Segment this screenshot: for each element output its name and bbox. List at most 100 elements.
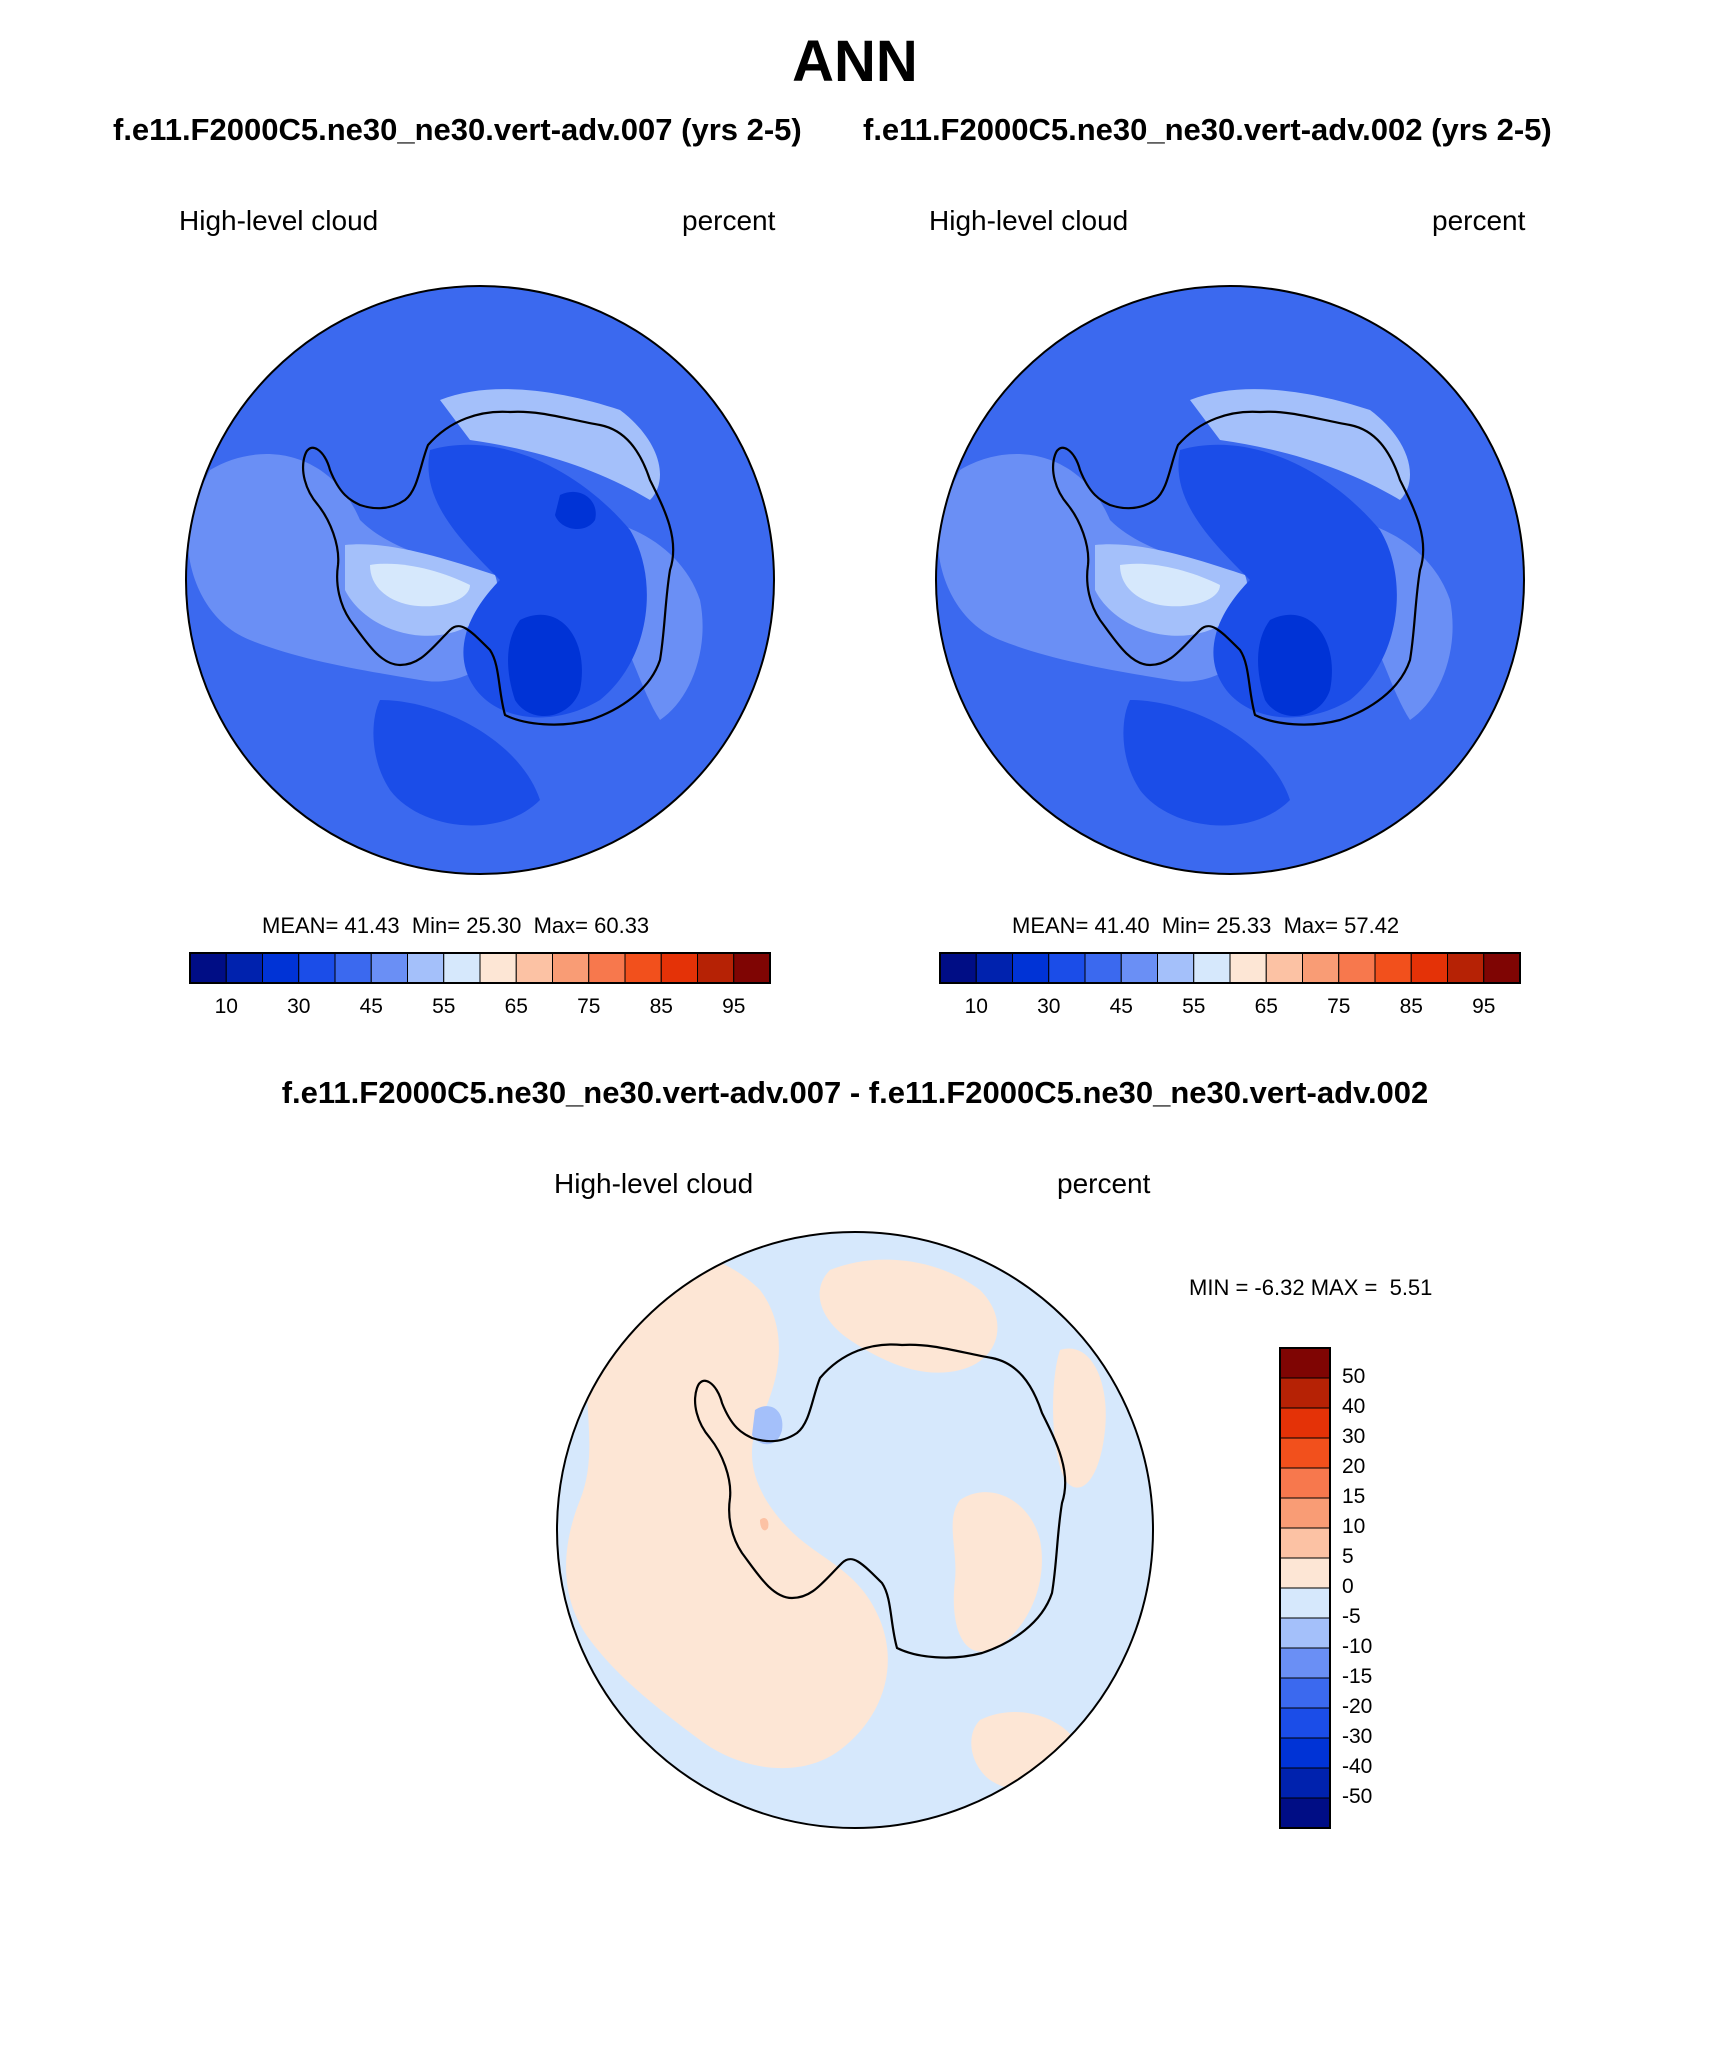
case1-colorbar-box: [660, 952, 698, 984]
case2-colorbar-box: [1447, 952, 1485, 984]
diff-title: f.e11.F2000C5.ne30_ne30.vert-adv.007 - f…: [281, 1075, 1429, 1110]
diff-colorbar-box: [1279, 1377, 1331, 1409]
diff-max-value: 5.51: [1389, 1275, 1433, 1300]
case1-title: f.e11.F2000C5.ne30_ne30.vert-adv.007 (yr…: [113, 112, 802, 147]
case1-colorbar-tick-label: 30: [287, 995, 311, 1018]
case2-max-value: 57.42: [1344, 913, 1400, 938]
case1-colorbar-box: [552, 952, 590, 984]
diff-colorbar: [1279, 1347, 1331, 1829]
case2-colorbar-box: [1338, 952, 1376, 984]
diff-colorbar-tick-label: -50: [1342, 1785, 1373, 1808]
case1-map-fill: [186, 286, 774, 874]
case1-mean-value: 41.43: [344, 913, 400, 938]
diff-colorbar-box: [1279, 1437, 1331, 1469]
diff-coastline: [693, 1343, 1067, 1659]
case2-title: f.e11.F2000C5.ne30_ne30.vert-adv.002 (yr…: [863, 112, 1552, 147]
case1-mean-label: MEAN=: [262, 913, 339, 938]
diff-colorbar-box: [1279, 1617, 1331, 1649]
case1-colorbar-tick-label: 45: [359, 995, 383, 1018]
case2-colorbar-box: [1302, 952, 1340, 984]
diff-colorbar-tick-label: -20: [1342, 1695, 1373, 1718]
diff-colorbar-tick-label: 40: [1342, 1395, 1366, 1418]
case2-colorbar-box: [1012, 952, 1050, 984]
diff-variable-label: High-level cloud: [554, 1168, 754, 1199]
diff-colorbar-tick-label: -15: [1342, 1665, 1373, 1688]
case2-max-label: Max=: [1283, 913, 1338, 938]
diff-colorbar-box: [1279, 1587, 1331, 1619]
case1-colorbar: [189, 952, 771, 984]
case2-colorbar-box: [1048, 952, 1086, 984]
diff-units-label: percent: [1057, 1168, 1151, 1199]
diff-colorbar-tick-label: -10: [1342, 1635, 1373, 1658]
diff-colorbar-tick-label: 0: [1342, 1575, 1354, 1598]
case2-variable-label: High-level cloud: [929, 205, 1129, 236]
diff-colorbar-box: [1279, 1557, 1331, 1589]
case1-colorbar-box: [443, 952, 481, 984]
case2-colorbar-box: [1084, 952, 1122, 984]
case1-colorbar-tick-label: 95: [722, 995, 746, 1018]
case1-colorbar-tick-label: 65: [504, 995, 528, 1018]
case1-variable-label: High-level cloud: [179, 205, 379, 236]
case1-colorbar-box: [262, 952, 300, 984]
case2-coastline: [1051, 410, 1425, 726]
case2-colorbar-tick-label: 55: [1182, 995, 1206, 1018]
case2-min-value: 25.33: [1216, 913, 1272, 938]
case2-colorbar-box: [1229, 952, 1267, 984]
case1-colorbar-tick-label: 85: [649, 995, 673, 1018]
case2-colorbar-box: [1265, 952, 1303, 984]
case1-colorbar-box: [588, 952, 626, 984]
case2-map-fill: [936, 286, 1524, 874]
case2-stats: MEAN= 41.40 Min= 25.33 Max= 57.42: [1012, 913, 1399, 939]
diff-colorbar-tick-label: -40: [1342, 1755, 1373, 1778]
diff-colorbar-tick-label: 15: [1342, 1485, 1366, 1508]
case2-colorbar-box: [1483, 952, 1521, 984]
case2-colorbar-tick-label: 30: [1037, 995, 1061, 1018]
case1-colorbar-box: [407, 952, 445, 984]
page-title: ANN: [792, 29, 918, 94]
diff-colorbar-box: [1279, 1467, 1331, 1499]
case1-colorbar-box: [479, 952, 517, 984]
diff-colorbar-tick-label: 20: [1342, 1455, 1366, 1478]
diff-colorbar-box: [1279, 1737, 1331, 1769]
diff-stats: MIN = -6.32 MAX = 5.51: [1189, 1275, 1432, 1301]
case1-units-label: percent: [682, 205, 776, 236]
diff-map-fill: [557, 1232, 1153, 1828]
case2-colorbar-tick-label: 85: [1399, 995, 1423, 1018]
case1-colorbar-tick-label: 10: [214, 995, 238, 1018]
diff-min-label: MIN =: [1189, 1275, 1249, 1300]
case1-max-label: Max=: [533, 913, 588, 938]
diff-colorbar-tick-label: 30: [1342, 1425, 1366, 1448]
diff-colorbar-box: [1279, 1707, 1331, 1739]
case2-colorbar-tick-label: 45: [1109, 995, 1133, 1018]
case2-colorbar-tick-label: 10: [964, 995, 988, 1018]
diff-colorbar-box: [1279, 1497, 1331, 1529]
case2-colorbar-tick-label: 75: [1327, 995, 1351, 1018]
case1-stats: MEAN= 41.43 Min= 25.30 Max= 60.33: [262, 913, 649, 939]
diff-colorbar-tick-label: 10: [1342, 1515, 1366, 1538]
case1-min-value: 25.30: [466, 913, 522, 938]
case2-units-label: percent: [1432, 205, 1526, 236]
diff-max-label: MAX =: [1310, 1275, 1378, 1300]
case2-colorbar-tick-label: 65: [1254, 995, 1278, 1018]
case2-min-label: Min=: [1161, 913, 1211, 938]
diff-colorbar-box: [1279, 1797, 1331, 1829]
diff-colorbar-tick-label: -30: [1342, 1725, 1373, 1748]
diff-colorbar-tick-label: -5: [1342, 1605, 1361, 1628]
case2-mean-value: 41.40: [1094, 913, 1150, 938]
case1-min-label: Min=: [411, 913, 461, 938]
case1-coastline: [301, 410, 675, 726]
case2-colorbar: [939, 952, 1521, 984]
diff-min-value: -6.32: [1254, 1275, 1305, 1300]
diff-colorbar-box: [1279, 1407, 1331, 1439]
case2-colorbar-box: [1157, 952, 1195, 984]
case1-max-value: 60.33: [594, 913, 650, 938]
case2-colorbar-tick-label: 95: [1472, 995, 1496, 1018]
case1-colorbar-box: [189, 952, 227, 984]
case2-colorbar-box: [939, 952, 977, 984]
case2-colorbar-box: [1193, 952, 1231, 984]
case2-mean-label: MEAN=: [1012, 913, 1089, 938]
case1-colorbar-box: [733, 952, 771, 984]
diff-colorbar-box: [1279, 1347, 1331, 1379]
case1-colorbar-tick-label: 55: [432, 995, 456, 1018]
